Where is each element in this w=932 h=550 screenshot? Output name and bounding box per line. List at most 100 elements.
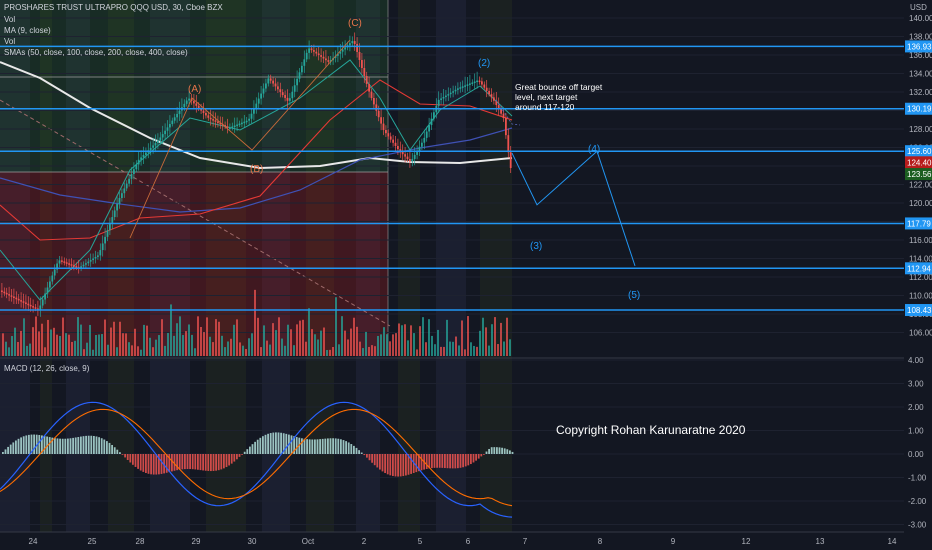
candle-body xyxy=(361,60,363,68)
macd-histogram-bar xyxy=(124,454,126,458)
wave-label: (2) xyxy=(478,58,490,69)
volume-bar xyxy=(26,345,28,356)
candle-body xyxy=(243,121,246,124)
candle-body xyxy=(130,174,133,179)
macd-histogram-bar xyxy=(394,454,397,477)
volume-bar xyxy=(80,324,82,356)
symbol-title[interactable]: PROSHARES TRUST ULTRAPRO QQQ USD, 30, Cb… xyxy=(4,3,223,12)
sma-200-line xyxy=(0,127,513,213)
candle-body xyxy=(154,143,157,146)
macd-histogram-bar xyxy=(366,454,368,458)
volume-bar xyxy=(440,346,442,356)
candle-body xyxy=(178,110,181,114)
candle-body xyxy=(193,101,195,104)
time-tick-label: 30 xyxy=(248,537,257,546)
candle-body xyxy=(169,124,171,128)
macd-histogram-bar xyxy=(184,454,186,470)
candle-body xyxy=(229,127,231,129)
candle-body xyxy=(308,48,310,53)
indicator-vol-1[interactable]: Vol xyxy=(4,15,16,24)
macd-histogram-bar xyxy=(137,454,139,469)
indicator-ma9[interactable]: MA (9, close) xyxy=(4,26,51,35)
time-tick-label: 24 xyxy=(29,537,38,546)
candle-body xyxy=(113,210,116,218)
macd-histogram-bar xyxy=(35,434,38,454)
note-line-3: around 117-120 xyxy=(515,102,575,112)
volume-bar xyxy=(452,341,454,356)
macd-histogram-bar xyxy=(488,448,490,454)
candle-body xyxy=(195,103,198,106)
candle-body xyxy=(471,82,474,84)
candle-body xyxy=(377,110,380,118)
candle-body xyxy=(1,290,3,292)
macd-histogram-bar xyxy=(132,454,134,465)
diagonal-trend-line xyxy=(0,99,391,327)
macd-histogram-bar xyxy=(100,438,103,454)
macd-histogram-bar xyxy=(353,445,355,454)
macd-histogram-bar xyxy=(389,454,392,476)
candle-body xyxy=(289,98,291,101)
macd-histogram-bar xyxy=(275,432,277,454)
volume-bar xyxy=(173,335,175,356)
volume-bar xyxy=(503,341,505,356)
macd-histogram-bar xyxy=(350,444,353,454)
macd-histogram-bar xyxy=(233,454,236,462)
candle-body xyxy=(277,86,279,90)
volume-bar xyxy=(254,289,256,356)
volume-bar xyxy=(245,349,247,356)
macd-histogram-bar xyxy=(290,435,293,454)
level-axis-label: 136.93 xyxy=(907,42,932,51)
macd-histogram-bar xyxy=(17,438,20,454)
volume-bar xyxy=(161,319,163,356)
candle-body xyxy=(145,152,147,155)
macd-histogram-bar xyxy=(475,454,477,461)
macd-histogram-bar xyxy=(223,454,225,469)
candle-body xyxy=(327,60,330,62)
volume-bar xyxy=(389,341,391,356)
macd-histogram-bar xyxy=(225,454,228,468)
macd-histogram-bar xyxy=(379,454,381,470)
volume-bar xyxy=(422,317,424,356)
macd-histogram-bar xyxy=(186,454,189,469)
macd-histogram-bar xyxy=(212,454,215,471)
candle-body xyxy=(418,146,421,151)
indicator-smas[interactable]: SMAs (50, close, 100, close, 200, close,… xyxy=(4,48,188,57)
macd-legend[interactable]: MACD (12, 26, close, 9) xyxy=(4,364,90,373)
level-axis-tag xyxy=(905,102,932,115)
candle-body xyxy=(389,136,392,140)
candle-body xyxy=(87,261,90,264)
candle-body xyxy=(284,95,286,98)
volume-bar xyxy=(83,349,85,356)
macd-pane xyxy=(0,359,904,525)
candle-body xyxy=(370,91,373,98)
volume-bar xyxy=(497,344,499,356)
macd-histogram-bar xyxy=(121,454,124,455)
macd-histogram-bar xyxy=(410,454,412,474)
candle-body xyxy=(442,97,445,99)
candle-body xyxy=(20,300,22,302)
volume-bar xyxy=(62,317,64,356)
macd-histogram-bar xyxy=(30,434,33,454)
candle-body xyxy=(202,110,205,113)
price-tick-label: 120.00 xyxy=(909,199,932,208)
volume-bar xyxy=(449,341,451,356)
volume-bar xyxy=(68,334,70,356)
candle-body xyxy=(15,297,18,300)
indicator-vol-2[interactable]: Vol xyxy=(4,37,16,46)
volume-bar xyxy=(251,333,253,356)
macd-histogram-bar xyxy=(22,436,25,454)
volume-bar xyxy=(476,346,478,356)
macd-histogram-bar xyxy=(145,454,147,474)
volume-bar xyxy=(104,319,106,356)
macd-histogram-bar xyxy=(51,437,54,454)
macd-histogram-bar xyxy=(176,454,178,471)
candle-body xyxy=(461,86,464,88)
macd-histogram-bar xyxy=(392,454,394,477)
last-price-axis-tag xyxy=(905,168,932,181)
macd-histogram-bar xyxy=(220,454,223,470)
macd-histogram-bar xyxy=(7,446,9,454)
candle-body xyxy=(248,118,250,121)
candle-body xyxy=(68,263,70,265)
macd-histogram-bar xyxy=(511,451,514,454)
